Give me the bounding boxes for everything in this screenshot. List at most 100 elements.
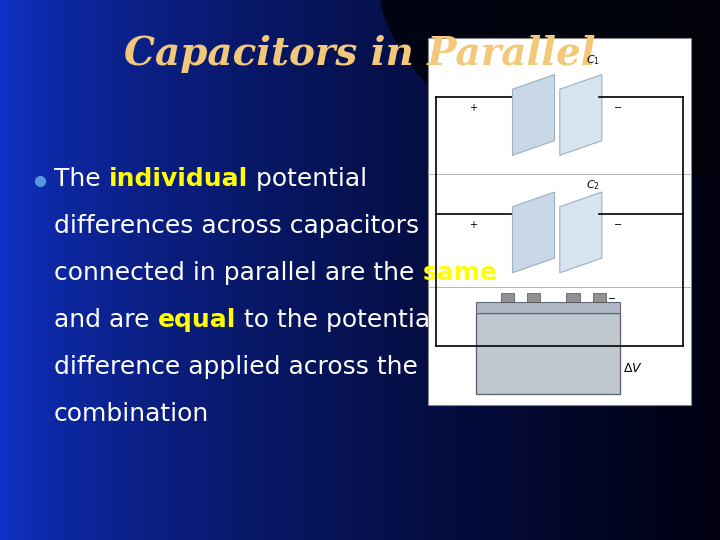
- Bar: [648, 0, 656, 540]
- Text: −: −: [613, 103, 621, 112]
- Text: individual: individual: [109, 167, 248, 191]
- Text: combination: combination: [54, 402, 210, 426]
- Bar: [266, 0, 274, 540]
- Bar: [662, 0, 670, 540]
- Bar: [295, 0, 303, 540]
- Bar: [698, 0, 706, 540]
- Bar: [259, 0, 267, 540]
- Bar: [476, 302, 620, 313]
- Bar: [281, 0, 289, 540]
- Bar: [7, 0, 15, 540]
- Bar: [166, 0, 174, 540]
- Bar: [202, 0, 210, 540]
- Bar: [576, 0, 584, 540]
- Bar: [223, 0, 231, 540]
- Bar: [79, 0, 87, 540]
- Bar: [151, 0, 159, 540]
- Bar: [476, 313, 620, 394]
- Text: and are: and are: [54, 308, 158, 332]
- Bar: [22, 0, 30, 540]
- Text: to the potential: to the potential: [236, 308, 437, 332]
- Bar: [137, 0, 145, 540]
- Bar: [36, 0, 44, 540]
- Bar: [677, 0, 685, 540]
- Bar: [490, 0, 498, 540]
- Text: connected in parallel are the: connected in parallel are the: [54, 261, 423, 285]
- Bar: [252, 0, 260, 540]
- Bar: [655, 0, 663, 540]
- Polygon shape: [513, 75, 554, 156]
- Text: +: +: [503, 294, 511, 303]
- Bar: [389, 0, 397, 540]
- Bar: [396, 0, 404, 540]
- Polygon shape: [513, 192, 554, 273]
- Bar: [331, 0, 339, 540]
- Bar: [527, 293, 540, 302]
- Bar: [209, 0, 217, 540]
- Bar: [461, 0, 469, 540]
- Bar: [245, 0, 253, 540]
- Bar: [101, 0, 109, 540]
- Bar: [130, 0, 138, 540]
- Bar: [684, 0, 692, 540]
- Text: −: −: [608, 294, 616, 303]
- Bar: [72, 0, 80, 540]
- Bar: [526, 0, 534, 540]
- Bar: [158, 0, 166, 540]
- Bar: [86, 0, 94, 540]
- Bar: [533, 0, 541, 540]
- Bar: [598, 0, 606, 540]
- Bar: [418, 0, 426, 540]
- Bar: [500, 293, 514, 302]
- Bar: [593, 293, 606, 302]
- Bar: [288, 0, 296, 540]
- Ellipse shape: [378, 0, 720, 176]
- Bar: [475, 0, 483, 540]
- Bar: [626, 0, 634, 540]
- Bar: [428, 38, 691, 405]
- Bar: [590, 0, 598, 540]
- Bar: [446, 0, 454, 540]
- Bar: [302, 0, 310, 540]
- Bar: [173, 0, 181, 540]
- Text: $C_1$: $C_1$: [586, 53, 600, 67]
- Bar: [567, 293, 580, 302]
- Text: difference applied across the: difference applied across the: [54, 355, 418, 379]
- Bar: [374, 0, 382, 540]
- Bar: [346, 0, 354, 540]
- Bar: [554, 0, 562, 540]
- Text: +: +: [469, 103, 477, 112]
- Bar: [713, 0, 720, 540]
- Bar: [50, 0, 58, 540]
- Bar: [403, 0, 411, 540]
- Text: potential: potential: [248, 167, 367, 191]
- Bar: [43, 0, 51, 540]
- Polygon shape: [560, 75, 602, 156]
- Bar: [670, 0, 678, 540]
- Bar: [706, 0, 714, 540]
- Bar: [641, 0, 649, 540]
- Text: differences across capacitors: differences across capacitors: [54, 214, 419, 238]
- Bar: [504, 0, 512, 540]
- Bar: [58, 0, 66, 540]
- Bar: [691, 0, 699, 540]
- Bar: [619, 0, 627, 540]
- Bar: [605, 0, 613, 540]
- Bar: [230, 0, 238, 540]
- Polygon shape: [560, 192, 602, 273]
- Bar: [511, 0, 519, 540]
- Bar: [216, 0, 224, 540]
- Bar: [194, 0, 202, 540]
- Bar: [612, 0, 620, 540]
- Text: +: +: [469, 220, 477, 230]
- Bar: [432, 0, 440, 540]
- Bar: [317, 0, 325, 540]
- Text: equal: equal: [158, 308, 236, 332]
- Bar: [0, 0, 8, 540]
- Text: Capacitors in Parallel: Capacitors in Parallel: [125, 35, 595, 73]
- Bar: [562, 0, 570, 540]
- Text: $\Delta V$: $\Delta V$: [624, 362, 643, 375]
- Bar: [518, 0, 526, 540]
- Bar: [540, 0, 548, 540]
- Bar: [569, 0, 577, 540]
